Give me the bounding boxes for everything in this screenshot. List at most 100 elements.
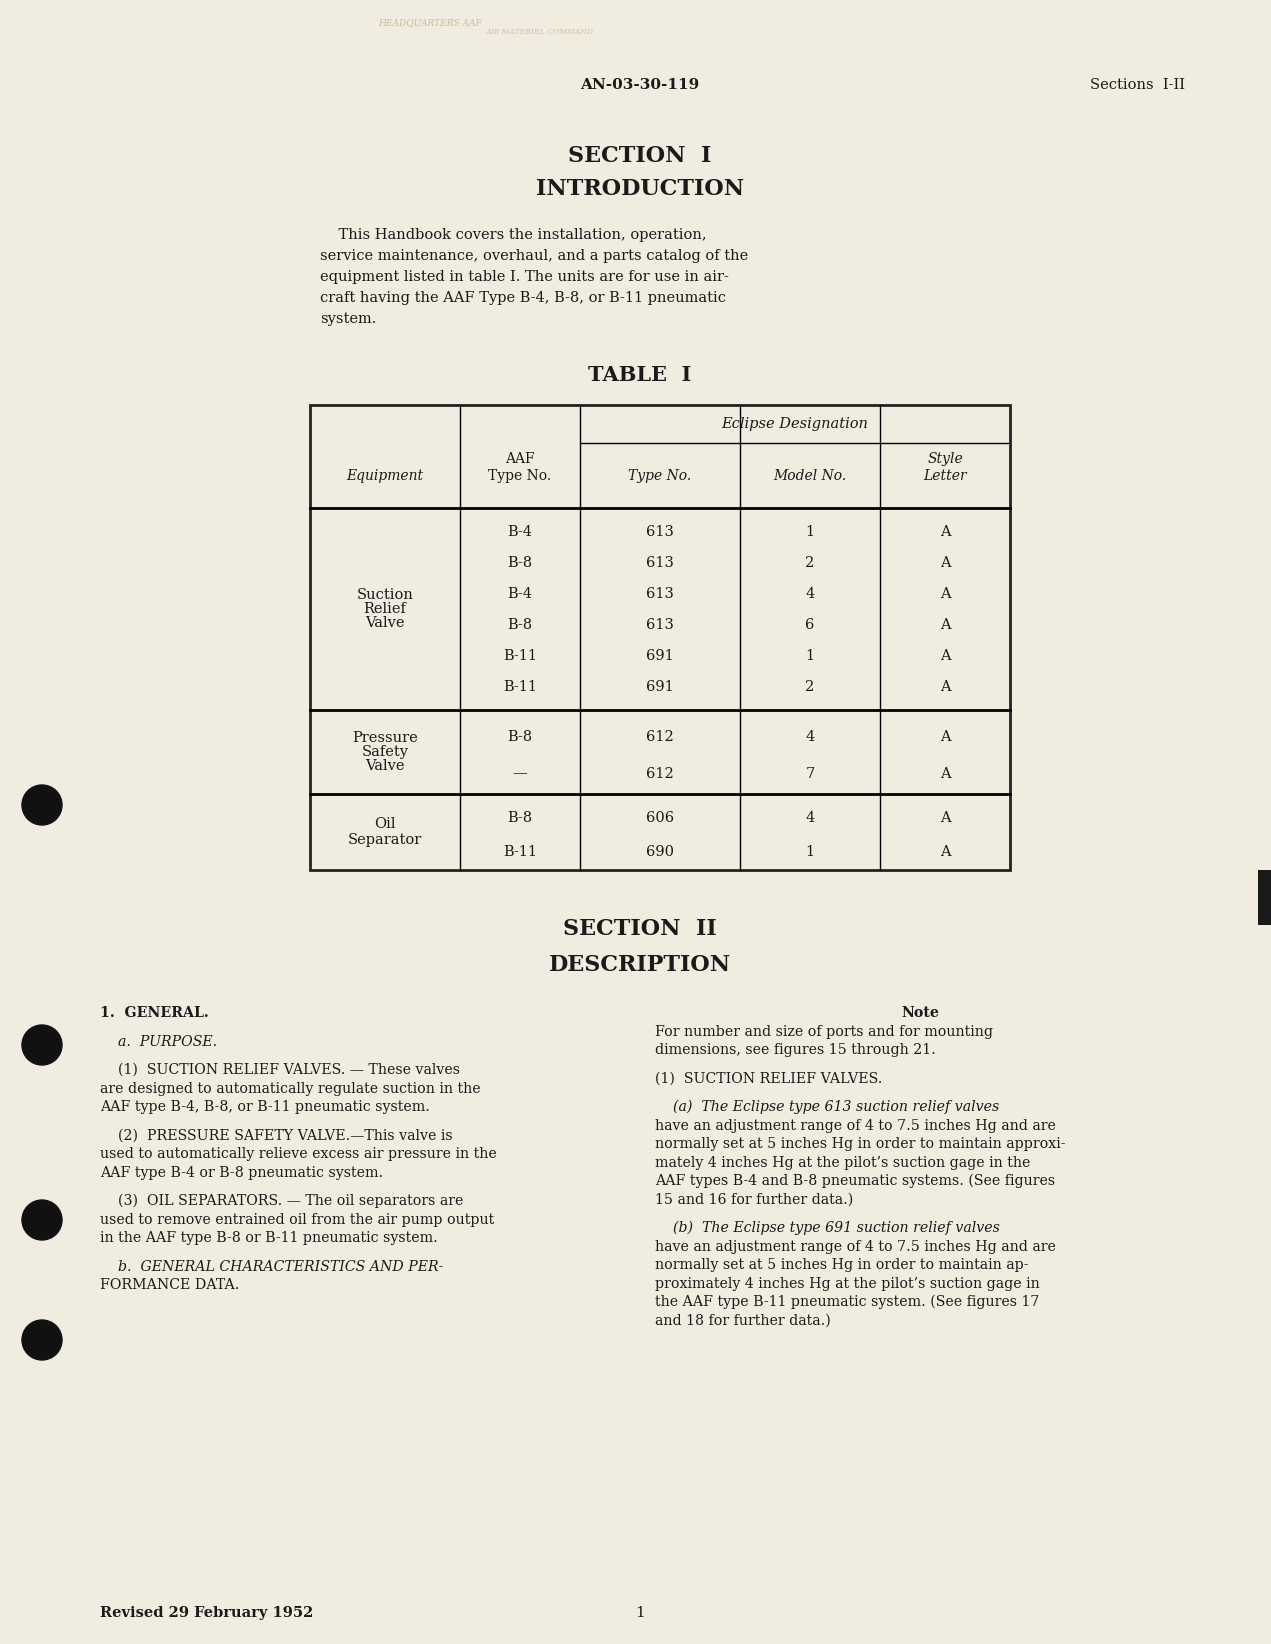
Text: Pressure: Pressure (352, 732, 418, 745)
Text: Safety: Safety (361, 745, 408, 760)
Text: A: A (939, 766, 951, 781)
Text: A: A (939, 618, 951, 631)
Text: 691: 691 (646, 648, 674, 663)
Text: FORMANCE DATA.: FORMANCE DATA. (100, 1277, 239, 1292)
Text: 606: 606 (646, 810, 674, 825)
Text: 691: 691 (646, 679, 674, 694)
Text: have an adjustment range of 4 to 7.5 inches Hg and are: have an adjustment range of 4 to 7.5 inc… (655, 1240, 1056, 1253)
Text: 1.  GENERAL.: 1. GENERAL. (100, 1006, 208, 1019)
Text: AAF type B-4 or B-8 pneumatic system.: AAF type B-4 or B-8 pneumatic system. (100, 1166, 383, 1179)
Text: This Handbook covers the installation, operation,: This Handbook covers the installation, o… (320, 229, 707, 242)
Text: Sections  I-II: Sections I-II (1091, 77, 1185, 92)
Text: 612: 612 (646, 766, 674, 781)
Text: DESCRIPTION: DESCRIPTION (549, 954, 731, 977)
Text: a.  PURPOSE.: a. PURPOSE. (100, 1034, 217, 1049)
Circle shape (22, 784, 62, 825)
Text: 690: 690 (646, 845, 674, 858)
Text: Revised 29 February 1952: Revised 29 February 1952 (100, 1606, 314, 1619)
Text: B-8: B-8 (507, 810, 533, 825)
Circle shape (22, 1200, 62, 1240)
Text: have an adjustment range of 4 to 7.5 inches Hg and are: have an adjustment range of 4 to 7.5 inc… (655, 1118, 1056, 1133)
Text: B-8: B-8 (507, 730, 533, 743)
Text: Valve: Valve (365, 616, 404, 630)
Text: 6: 6 (806, 618, 815, 631)
Text: dimensions, see figures 15 through 21.: dimensions, see figures 15 through 21. (655, 1042, 935, 1057)
Text: Eclipse Designation: Eclipse Designation (722, 418, 868, 431)
Text: Valve: Valve (365, 760, 404, 773)
Text: B-8: B-8 (507, 556, 533, 569)
Text: (b)  The Eclipse type 691 suction relief valves: (b) The Eclipse type 691 suction relief … (655, 1221, 1000, 1235)
Text: (a)  The Eclipse type 613 suction relief valves: (a) The Eclipse type 613 suction relief … (655, 1100, 999, 1115)
Circle shape (22, 1320, 62, 1360)
Text: Style
Letter: Style Letter (923, 452, 967, 483)
Text: service maintenance, overhaul, and a parts catalog of the: service maintenance, overhaul, and a par… (320, 248, 749, 263)
Text: system.: system. (320, 312, 376, 326)
Text: normally set at 5 inches Hg in order to maintain ap-: normally set at 5 inches Hg in order to … (655, 1258, 1028, 1272)
Text: 613: 613 (646, 587, 674, 600)
Text: INTRODUCTION: INTRODUCTION (536, 178, 744, 201)
Text: 1: 1 (806, 845, 815, 858)
Text: used to automatically relieve excess air pressure in the: used to automatically relieve excess air… (100, 1148, 497, 1161)
Text: A: A (939, 730, 951, 743)
Text: 2: 2 (806, 556, 815, 569)
Text: Separator: Separator (348, 834, 422, 847)
Text: 2: 2 (806, 679, 815, 694)
Text: B-11: B-11 (503, 845, 538, 858)
Text: Oil: Oil (374, 817, 395, 830)
Text: Equipment: Equipment (347, 469, 423, 482)
Text: A: A (939, 845, 951, 858)
Text: A: A (939, 679, 951, 694)
Text: AAF types B-4 and B-8 pneumatic systems. (See figures: AAF types B-4 and B-8 pneumatic systems.… (655, 1174, 1055, 1189)
Text: (1)  SUCTION RELIEF VALVES. — These valves: (1) SUCTION RELIEF VALVES. — These valve… (100, 1064, 460, 1077)
Text: B-8: B-8 (507, 618, 533, 631)
Text: Relief: Relief (364, 602, 407, 616)
Text: B-4: B-4 (507, 587, 533, 600)
Text: proximately 4 inches Hg at the pilot’s suction gage in: proximately 4 inches Hg at the pilot’s s… (655, 1276, 1040, 1291)
Text: 7: 7 (806, 766, 815, 781)
Text: B-11: B-11 (503, 679, 538, 694)
Text: AAF type B-4, B-8, or B-11 pneumatic system.: AAF type B-4, B-8, or B-11 pneumatic sys… (100, 1100, 430, 1115)
Text: the AAF type B-11 pneumatic system. (See figures 17: the AAF type B-11 pneumatic system. (See… (655, 1295, 1040, 1309)
Text: 612: 612 (646, 730, 674, 743)
Text: A: A (939, 587, 951, 600)
Text: normally set at 5 inches Hg in order to maintain approxi-: normally set at 5 inches Hg in order to … (655, 1138, 1065, 1151)
Text: For number and size of ports and for mounting: For number and size of ports and for mou… (655, 1024, 993, 1039)
Text: A: A (939, 556, 951, 569)
Text: (1)  SUCTION RELIEF VALVES.: (1) SUCTION RELIEF VALVES. (655, 1072, 882, 1085)
Text: Type No.: Type No. (628, 469, 691, 482)
Text: SECTION  I: SECTION I (568, 145, 712, 168)
Text: 1: 1 (806, 524, 815, 539)
Circle shape (22, 1024, 62, 1065)
Text: (3)  OIL SEPARATORS. — The oil separators are: (3) OIL SEPARATORS. — The oil separators… (100, 1194, 464, 1208)
Text: B-11: B-11 (503, 648, 538, 663)
Text: 613: 613 (646, 524, 674, 539)
Text: (2)  PRESSURE SAFETY VALVE.—This valve is: (2) PRESSURE SAFETY VALVE.—This valve is (100, 1128, 452, 1143)
Text: AIR MATERIEL COMMAND: AIR MATERIEL COMMAND (486, 28, 594, 36)
Text: equipment listed in table I. The units are for use in air-: equipment listed in table I. The units a… (320, 270, 728, 284)
Text: craft having the AAF Type B-4, B-8, or B-11 pneumatic: craft having the AAF Type B-4, B-8, or B… (320, 291, 726, 306)
Text: mately 4 inches Hg at the pilot’s suction gage in the: mately 4 inches Hg at the pilot’s suctio… (655, 1156, 1031, 1169)
Text: AN-03-30-119: AN-03-30-119 (581, 77, 699, 92)
Text: 613: 613 (646, 618, 674, 631)
Text: —: — (512, 766, 527, 781)
Text: AAF
Type No.: AAF Type No. (488, 452, 552, 483)
Text: and 18 for further data.): and 18 for further data.) (655, 1314, 831, 1327)
Text: TABLE  I: TABLE I (588, 365, 691, 385)
Text: 4: 4 (806, 587, 815, 600)
Text: 613: 613 (646, 556, 674, 569)
Text: A: A (939, 810, 951, 825)
Text: b.  GENERAL CHARACTERISTICS AND PER-: b. GENERAL CHARACTERISTICS AND PER- (100, 1259, 444, 1274)
Text: 4: 4 (806, 730, 815, 743)
Bar (310, 404, 1010, 870)
Text: HEADQUARTERS AAF: HEADQUARTERS AAF (379, 18, 482, 26)
Text: Note: Note (901, 1006, 939, 1019)
Text: used to remove entrained oil from the air pump output: used to remove entrained oil from the ai… (100, 1213, 494, 1226)
Text: A: A (939, 524, 951, 539)
Text: 15 and 16 for further data.): 15 and 16 for further data.) (655, 1192, 853, 1207)
Text: 1: 1 (636, 1606, 644, 1619)
Text: 1: 1 (806, 648, 815, 663)
Text: in the AAF type B-8 or B-11 pneumatic system.: in the AAF type B-8 or B-11 pneumatic sy… (100, 1231, 437, 1245)
Text: Model No.: Model No. (773, 469, 846, 482)
Text: are designed to automatically regulate suction in the: are designed to automatically regulate s… (100, 1082, 480, 1095)
Text: 4: 4 (806, 810, 815, 825)
